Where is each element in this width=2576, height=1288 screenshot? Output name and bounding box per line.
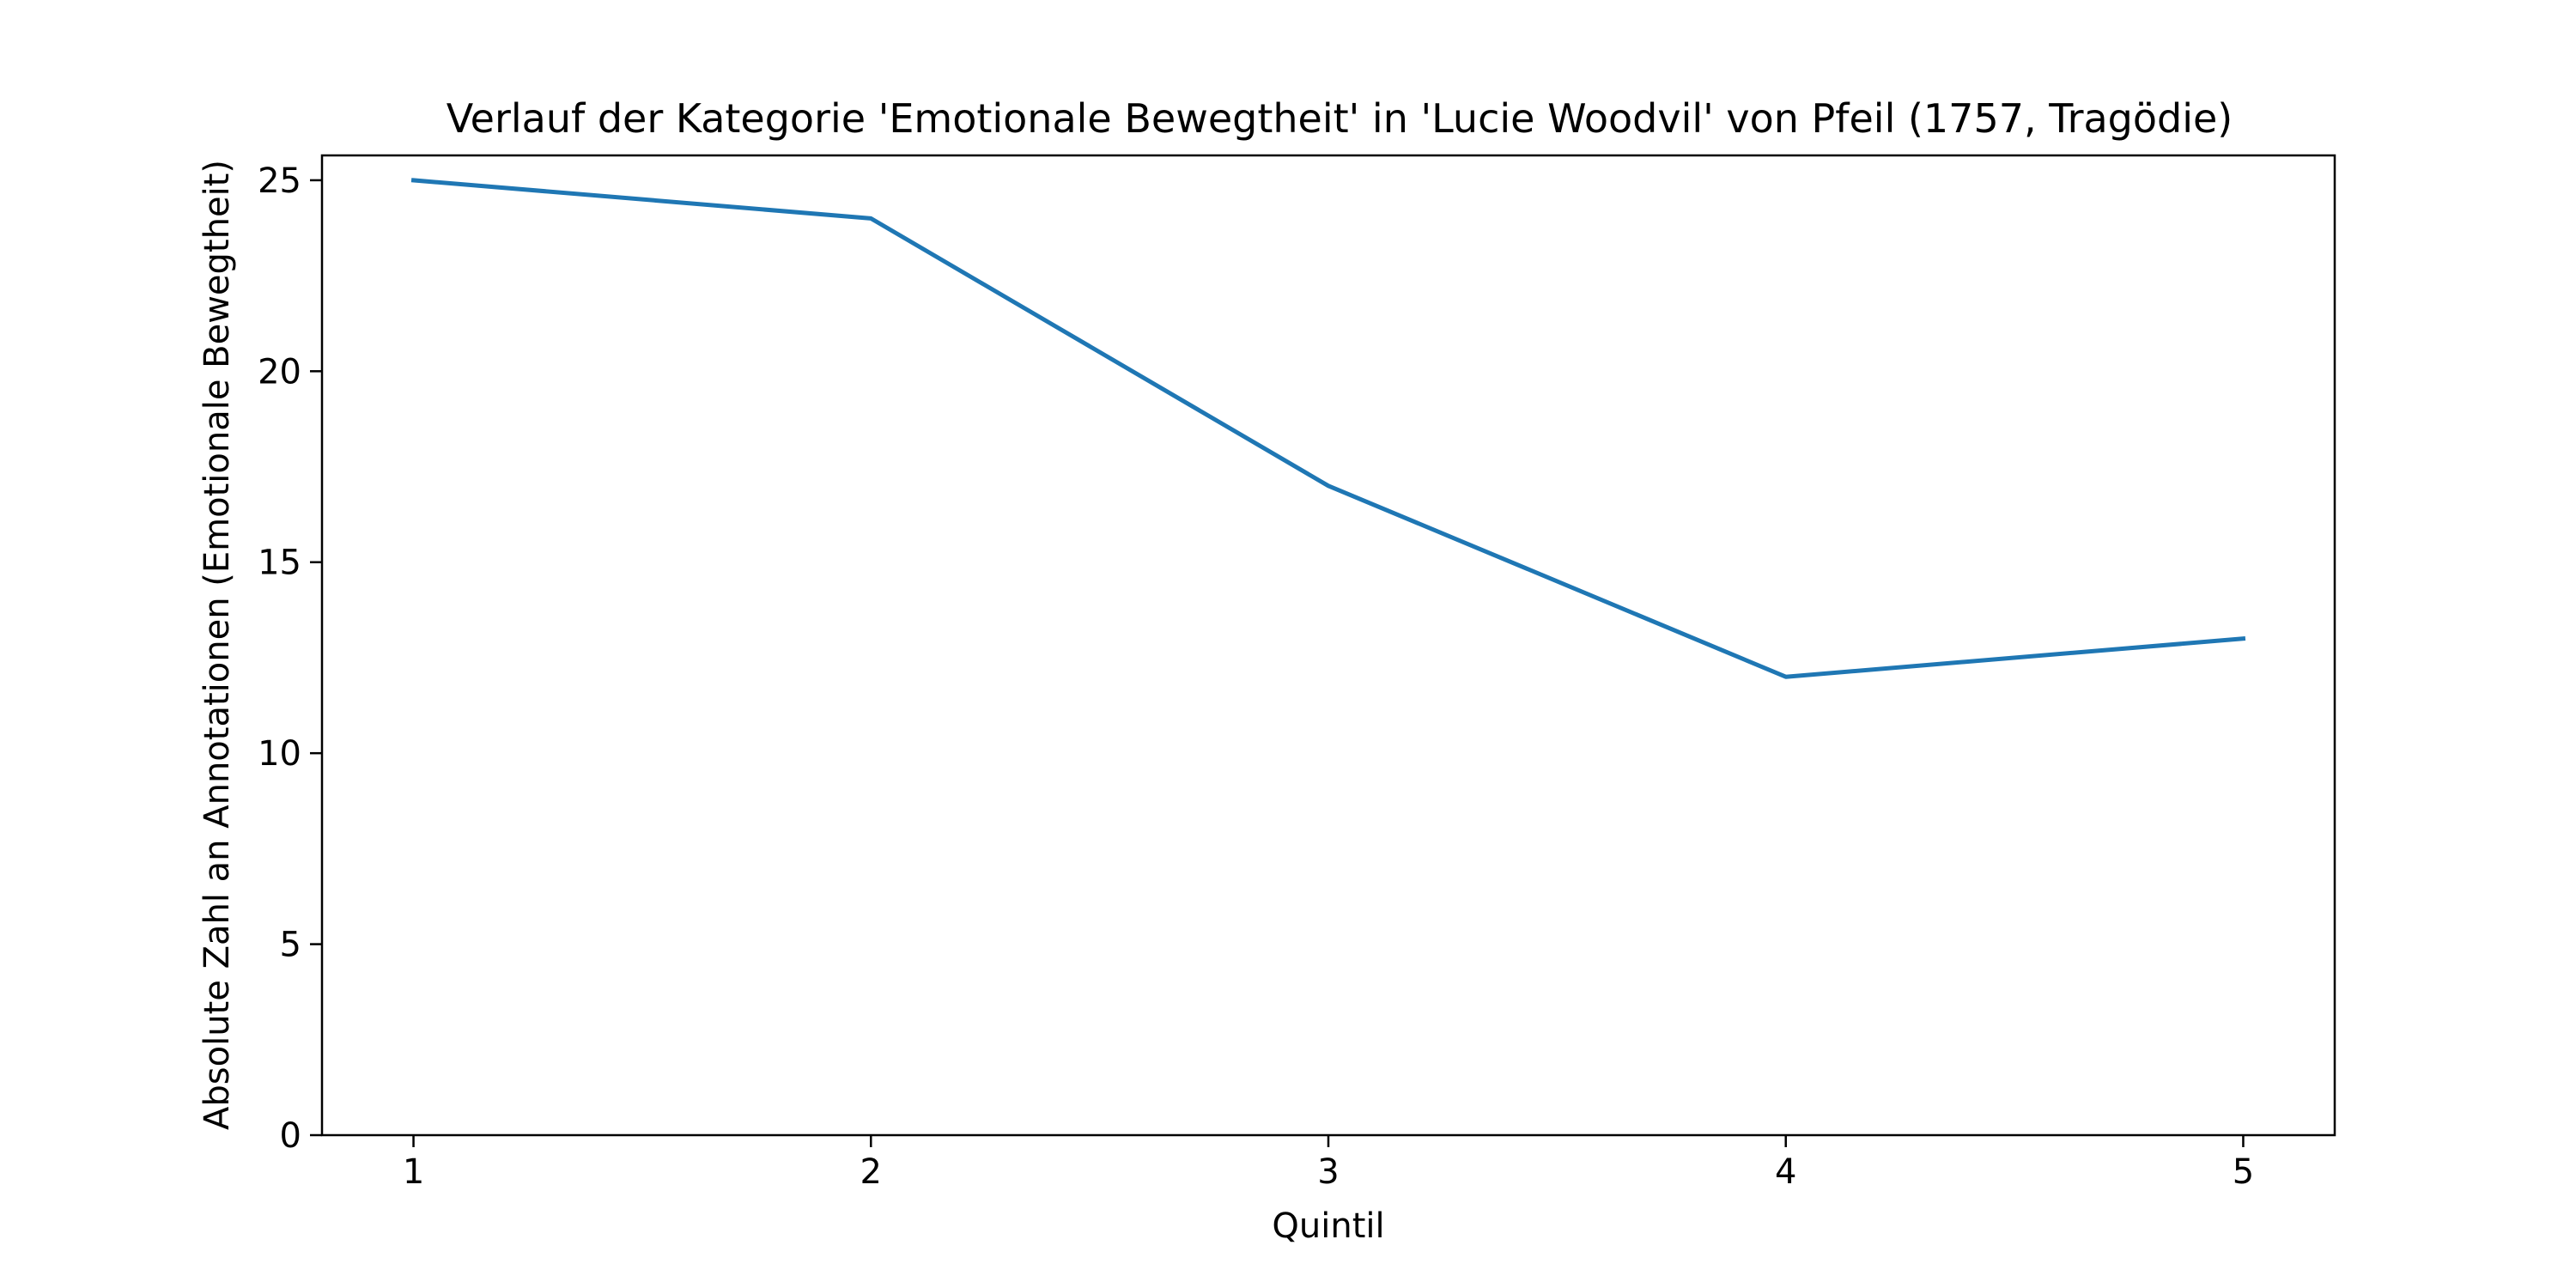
y-tick-label: 20 — [258, 352, 301, 392]
plot-frame — [320, 154, 2336, 1137]
x-axis-ticks: 1 2 3 4 5 — [403, 1135, 2254, 1192]
y-tick-label: 15 — [258, 544, 301, 583]
y-tick-label: 25 — [258, 161, 301, 201]
x-tick-label: 3 — [1317, 1152, 1339, 1192]
x-axis-label: Quintil — [1272, 1206, 1384, 1246]
y-tick-label: 5 — [280, 926, 301, 965]
y-axis-label: Absolute Zahl an Annotationen (Emotional… — [197, 160, 237, 1130]
series-line-1 — [410, 178, 2246, 679]
x-tick-label: 5 — [2233, 1152, 2254, 1192]
y-tick-label: 10 — [258, 734, 301, 774]
x-tick-label: 4 — [1775, 1152, 1796, 1192]
x-tick-label: 1 — [403, 1152, 424, 1192]
y-axis-ticks: 0 5 10 15 20 25 — [258, 161, 322, 1156]
chart-title: Verlauf der Kategorie 'Emotionale Bewegt… — [447, 95, 2233, 142]
series-layer — [410, 178, 2246, 679]
y-tick-label: 0 — [280, 1116, 301, 1156]
x-tick-label: 2 — [860, 1152, 882, 1192]
